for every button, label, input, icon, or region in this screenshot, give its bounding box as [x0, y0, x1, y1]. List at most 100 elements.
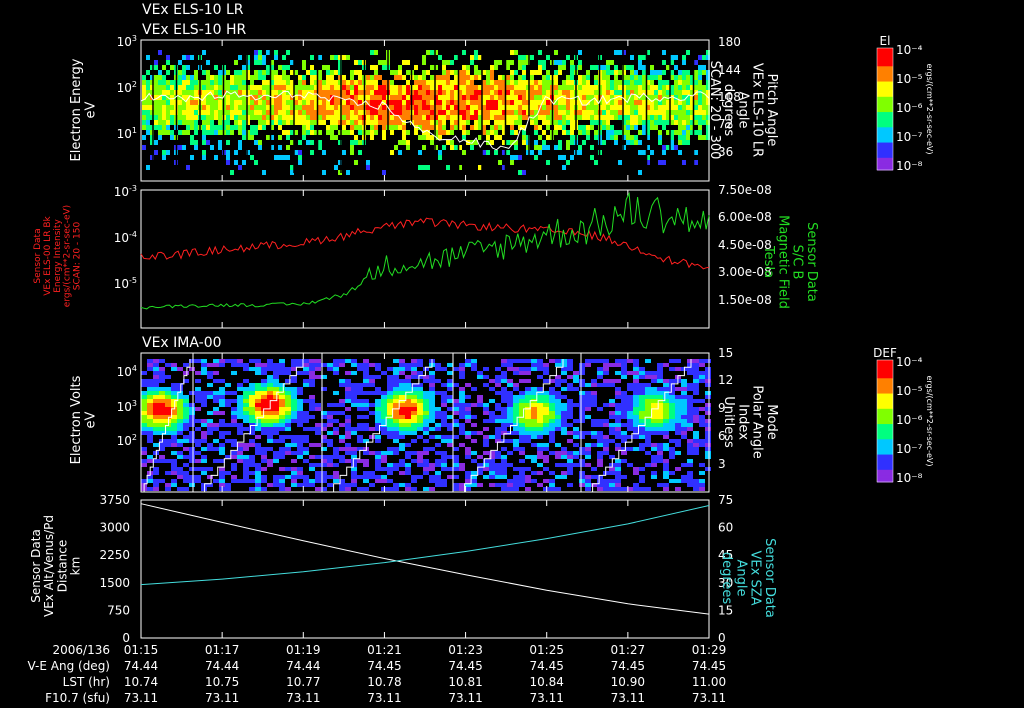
spectrogram-cell	[435, 475, 441, 479]
spectrogram-cell	[573, 419, 579, 423]
spectrogram-cell	[454, 120, 458, 125]
spectrogram-cell	[258, 50, 262, 55]
spectrogram-cell	[225, 399, 231, 403]
spectrogram-cell	[327, 415, 333, 419]
spectrogram-cell	[645, 427, 651, 431]
spectrogram-cell	[214, 90, 218, 95]
spectrogram-cell	[441, 435, 447, 439]
spectrogram-cell	[678, 95, 682, 100]
spectrogram-cell	[290, 60, 294, 65]
spectrogram-cell	[681, 383, 687, 387]
spectrogram-cell	[270, 125, 274, 130]
spectrogram-cell	[146, 85, 150, 90]
spectrogram-cell	[507, 419, 513, 423]
spectrogram-cell	[291, 411, 297, 415]
spectrogram-cell	[466, 85, 470, 90]
spectrogram-cell	[387, 427, 393, 431]
spectrogram-cell	[375, 423, 381, 427]
spectrogram-cell	[387, 451, 393, 455]
spectrogram-cell	[597, 435, 603, 439]
spectrogram-cell	[207, 363, 213, 367]
spectrogram-cell	[579, 399, 585, 403]
spectrogram-cell	[578, 50, 582, 55]
spectrogram-cell	[534, 140, 538, 145]
spectrogram-cell	[507, 463, 513, 467]
spectrogram-cell	[646, 90, 650, 95]
spectrogram-cell	[274, 115, 278, 120]
spectrogram-cell	[141, 463, 147, 467]
spectrogram-cell	[483, 419, 489, 423]
spectrogram-cell	[642, 125, 646, 130]
spectrogram-cell	[309, 383, 315, 387]
spectrogram-cell	[297, 475, 303, 479]
spectrogram-cell	[663, 459, 669, 463]
spectrogram-cell	[458, 115, 462, 120]
spectrogram-cell	[522, 105, 526, 110]
spectrogram-cell	[201, 471, 207, 475]
spectrogram-cell	[162, 130, 166, 135]
spectrogram-cell	[525, 455, 531, 459]
spectrogram-cell	[562, 165, 566, 170]
spectrogram-cell	[670, 145, 674, 150]
spectrogram-cell	[327, 367, 333, 371]
spectrogram-cell	[322, 115, 326, 120]
spectrogram-cell	[165, 375, 171, 379]
spectrogram-cell	[282, 90, 286, 95]
spectrogram-cell	[153, 443, 159, 447]
spectrogram-cell	[602, 115, 606, 120]
spectrogram-cell	[507, 367, 513, 371]
spectrogram-cell	[627, 411, 633, 415]
spectrogram-cell	[501, 475, 507, 479]
spectrogram-cell	[606, 110, 610, 115]
spectrogram-cell	[226, 80, 230, 85]
spectrogram-cell	[614, 85, 618, 90]
spectrogram-cell	[422, 115, 426, 120]
spectrogram-cell	[291, 403, 297, 407]
spectrogram-cell	[230, 130, 234, 135]
spectrogram-cell	[411, 375, 417, 379]
spectrogram-cell	[411, 475, 417, 479]
spectrogram-cell	[238, 130, 242, 135]
spectrogram-cell	[225, 423, 231, 427]
spectrogram-cell	[411, 479, 417, 483]
spectrogram-cell	[706, 115, 710, 120]
spectrogram-cell	[518, 115, 522, 120]
spectrogram-cell	[582, 80, 586, 85]
spectrogram-cell	[393, 483, 399, 487]
spectrogram-cell	[447, 387, 453, 391]
spectrogram-cell	[375, 467, 381, 471]
spectrogram-cell	[411, 431, 417, 435]
spectrogram-cell	[561, 359, 567, 363]
spectrogram-cell	[582, 115, 586, 120]
spectrogram-cell	[186, 120, 190, 125]
spectrogram-cell	[663, 443, 669, 447]
spectrogram-cell	[514, 50, 518, 55]
spectrogram-cell	[702, 120, 706, 125]
spectrogram-cell	[627, 407, 633, 411]
spectrogram-cell	[303, 435, 309, 439]
spectrogram-cell	[542, 110, 546, 115]
spectrogram-cell	[654, 125, 658, 130]
spectrogram-cell	[626, 115, 630, 120]
spectrogram-cell	[393, 419, 399, 423]
spectrogram-cell	[243, 367, 249, 371]
spectrogram-cell	[459, 423, 465, 427]
spectrogram-cell	[366, 100, 370, 105]
spectrogram-cell	[458, 100, 462, 105]
spectrogram-cell	[478, 75, 482, 80]
spectrogram-cell	[650, 110, 654, 115]
spectrogram-cell	[286, 105, 290, 110]
spectrogram-cell	[162, 90, 166, 95]
spectrogram-cell	[690, 90, 694, 95]
spectrogram-cell	[522, 130, 526, 135]
spectrogram-cell	[510, 110, 514, 115]
spectrogram-cell	[690, 75, 694, 80]
spectrogram-cell	[470, 115, 474, 120]
spectrogram-cell	[522, 140, 526, 145]
spectrogram-cell	[246, 120, 250, 125]
spectrogram-cell	[602, 80, 606, 85]
spectrogram-cell	[238, 125, 242, 130]
spectrogram-cell	[370, 65, 374, 70]
spectrogram-cell	[482, 110, 486, 115]
spectrogram-cell	[261, 367, 267, 371]
